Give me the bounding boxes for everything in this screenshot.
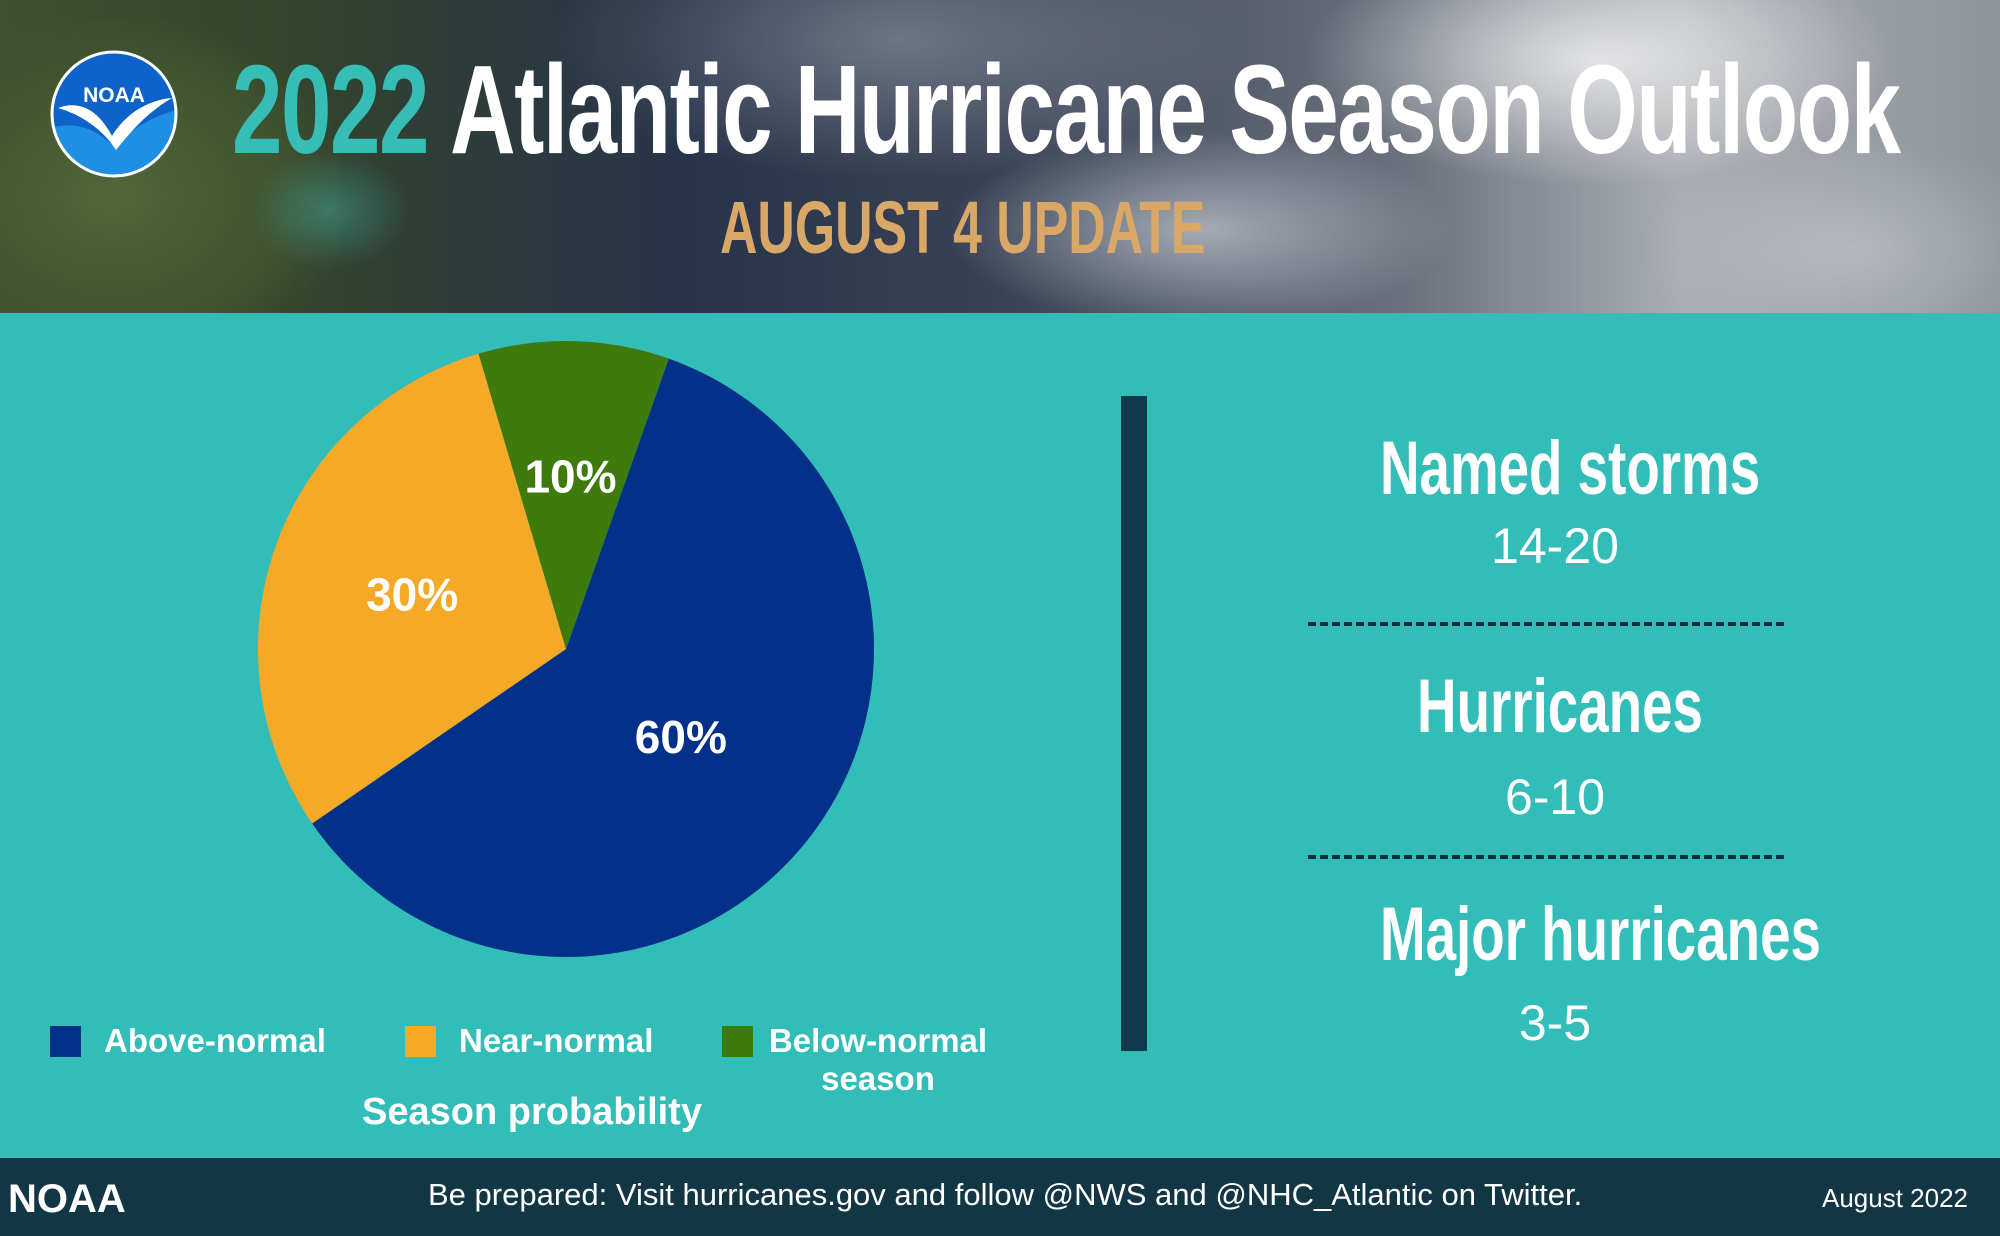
stat-value-named-storms: 14-20	[1491, 518, 1619, 574]
header-banner: NOAA 2022 Atlantic Hurricane Season Outl…	[0, 0, 2000, 313]
pie-label-above-normal: 60%	[635, 711, 727, 763]
pie-label-below-normal: 10%	[524, 451, 616, 503]
dashed-divider	[1308, 622, 1784, 626]
legend-label-above-normal: Above-normal	[104, 1022, 326, 1059]
dashed-divider	[1308, 855, 1784, 859]
legend-caption: Season probability	[362, 1091, 702, 1133]
footer-message: Be prepared: Visit hurricanes.gov and fo…	[428, 1177, 1583, 1212]
legend-swatch-near-normal	[405, 1026, 436, 1057]
pie-slice-below-normal	[478, 341, 669, 649]
footer-bar: NOAA Be prepared: Visit hurricanes.gov a…	[0, 1158, 2000, 1236]
stat-value-major-hurricanes: 3-5	[1518, 995, 1592, 1051]
title-text: Atlantic Hurricane Season Outlook	[450, 39, 1901, 180]
logo-text: NOAA	[83, 84, 145, 107]
season-probability-pie-chart: 60% 30% 10%	[257, 341, 874, 958]
page-title: 2022 Atlantic Hurricane Season Outlook	[232, 39, 1901, 180]
vertical-divider	[1121, 396, 1147, 1051]
legend-swatch-below-normal	[722, 1026, 753, 1057]
title-year: 2022	[232, 39, 430, 180]
stat-title-named-storms: Named storms	[1380, 426, 1761, 511]
stat-value-hurricanes: 6-10	[1504, 769, 1606, 825]
satellite-coast	[250, 150, 410, 270]
footer-date: August 2022	[1821, 1183, 1968, 1213]
noaa-logo-icon: NOAA	[50, 50, 178, 178]
pie-slice-near-normal	[257, 353, 566, 824]
pie-label-near-normal: 30%	[366, 569, 458, 621]
legend-label-near-normal: Near-normal	[459, 1022, 654, 1059]
legend-label-below-normal-line2: season	[821, 1060, 935, 1097]
legend-swatch-above-normal	[50, 1026, 81, 1057]
stat-title-hurricanes: Hurricanes	[1417, 664, 1703, 749]
legend-label-below-normal-line1: Below-normal	[768, 1022, 988, 1059]
pie-slice-above-normal	[312, 358, 874, 958]
page-subtitle: AUGUST 4 UPDATE	[720, 186, 1206, 269]
stat-title-major-hurricanes: Major hurricanes	[1380, 892, 1821, 977]
footer-brand: NOAA	[8, 1177, 126, 1221]
